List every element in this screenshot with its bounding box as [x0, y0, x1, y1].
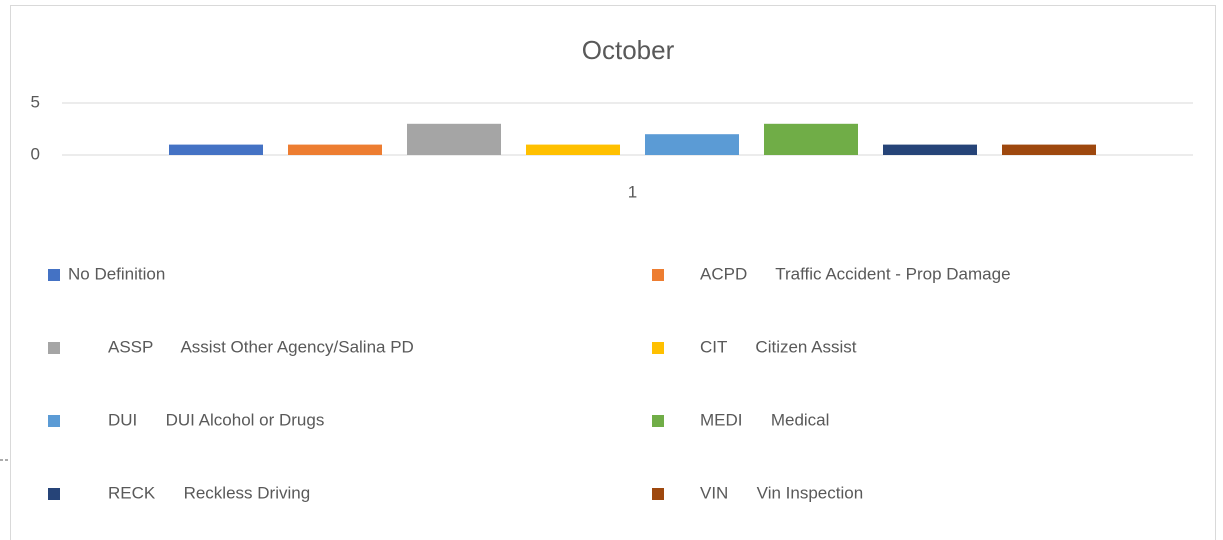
bar	[526, 144, 620, 155]
bar	[883, 144, 977, 155]
legend-label: DUI DUI Alcohol or Drugs	[108, 410, 324, 429]
legend-swatch	[652, 269, 664, 281]
legend-label: VIN Vin Inspection	[700, 483, 863, 502]
y-tick-label: 0	[31, 144, 40, 163]
legend-label: ACPD Traffic Accident - Prop Damage	[700, 264, 1011, 283]
legend-label: MEDI Medical	[700, 410, 829, 429]
legend-swatch	[652, 488, 664, 500]
legend-swatch	[48, 269, 60, 281]
legend-swatch	[652, 415, 664, 427]
legend-label: ASSP Assist Other Agency/Salina PD	[108, 337, 414, 356]
legend-swatch	[48, 342, 60, 354]
chart-border	[10, 5, 1216, 540]
legend-label: CIT Citizen Assist	[700, 337, 857, 356]
bar	[1002, 144, 1096, 155]
y-tick-label: 5	[31, 92, 40, 111]
bar	[407, 123, 501, 155]
chart-title: October	[582, 35, 675, 65]
bar	[169, 144, 263, 155]
bar	[645, 134, 739, 155]
bar	[764, 123, 858, 155]
legend-label: RECK Reckless Driving	[108, 483, 310, 502]
legend-swatch	[48, 488, 60, 500]
bar	[288, 144, 382, 155]
legend-swatch	[48, 415, 60, 427]
x-tick-label: 1	[628, 182, 637, 201]
legend-swatch	[652, 342, 664, 354]
legend-label: No Definition	[68, 264, 165, 283]
